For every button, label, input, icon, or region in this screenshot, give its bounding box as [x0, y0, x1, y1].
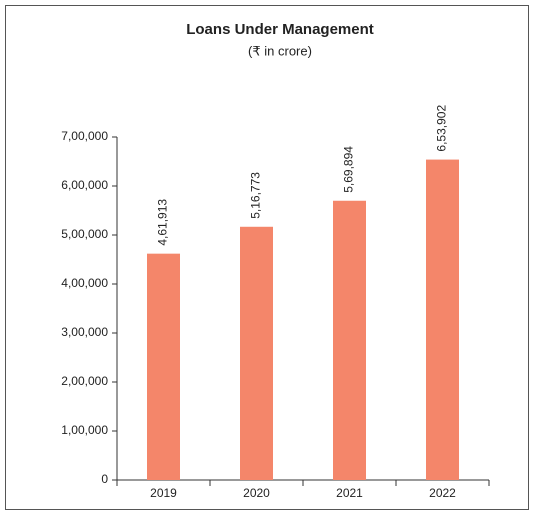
- y-tick-label: 6,00,000: [61, 178, 108, 192]
- y-tick-label: 0: [101, 472, 108, 486]
- y-tick-label: 1,00,000: [61, 423, 108, 437]
- bar: [147, 253, 180, 480]
- chart-title: Loans Under Management: [186, 21, 374, 38]
- x-tick-label: 2022: [429, 486, 456, 500]
- frame: [5, 5, 529, 510]
- y-tick-label: 3,00,000: [61, 325, 108, 339]
- y-tick-label: 5,00,000: [61, 227, 108, 241]
- value-label: 5,69,894: [342, 146, 356, 193]
- value-label: 4,61,913: [156, 199, 170, 246]
- x-tick-label: 2020: [243, 486, 270, 500]
- y-tick-label: 2,00,000: [61, 374, 108, 388]
- bar: [333, 200, 366, 480]
- x-tick-label: 2019: [150, 486, 177, 500]
- value-label: 5,16,773: [249, 172, 263, 219]
- y-tick-label: 4,00,000: [61, 276, 108, 290]
- bar: [240, 226, 273, 480]
- bar: [426, 159, 459, 480]
- y-tick-label: 7,00,000: [61, 129, 108, 143]
- chart-subtitle: (₹ in crore): [248, 43, 312, 58]
- value-label: 6,53,902: [435, 105, 449, 152]
- x-tick-label: 2021: [336, 486, 363, 500]
